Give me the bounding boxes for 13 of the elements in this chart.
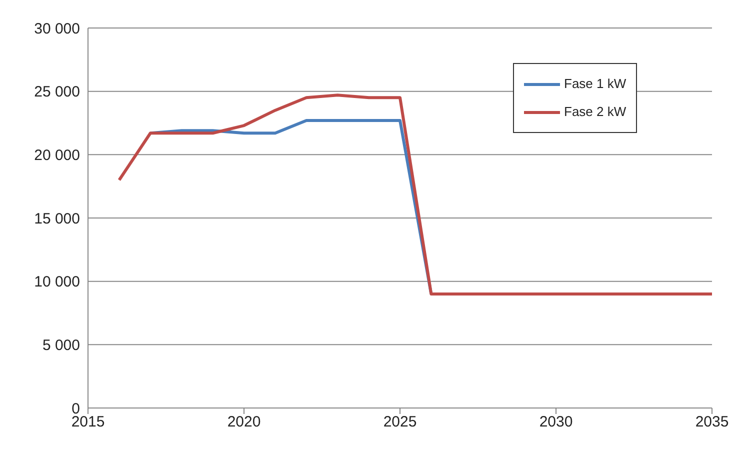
legend-label: Fase 1 kW	[564, 75, 626, 93]
y-tick-label: 20 000	[34, 146, 80, 164]
x-tick-label: 2035	[695, 414, 729, 431]
x-tick-label: 2025	[383, 414, 417, 431]
y-tick-label: 15 000	[34, 210, 80, 228]
x-tick-label: 2020	[227, 414, 261, 431]
x-tick-label: 2030	[539, 414, 573, 431]
y-tick-label: 25 000	[34, 84, 80, 101]
y-tick-label: 5 000	[42, 336, 80, 354]
y-tick-label: 10 000	[34, 274, 80, 291]
line-series	[118, 94, 712, 296]
legend-label: Fase 2 kW	[564, 103, 626, 121]
y-tick-label: 30 000	[34, 20, 80, 38]
